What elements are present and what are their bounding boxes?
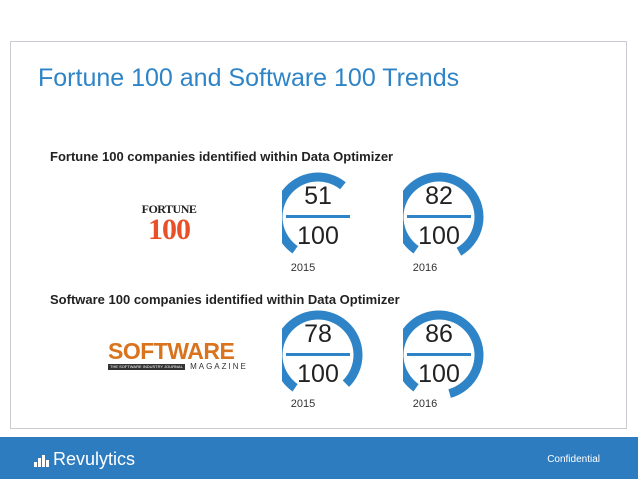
year-label: 2015 (290, 398, 316, 410)
gauge-arc (282, 172, 346, 254)
brand-name: Revulytics (53, 449, 136, 469)
software-logo-magazine: MAGAZINE (190, 362, 248, 371)
gauge-arc (403, 172, 484, 256)
software-logo-sub: THE SOFTWARE INDUSTRY JOURNAL MAGAZINE (108, 362, 246, 371)
gauge-divider (286, 353, 350, 356)
gauge-arc (403, 310, 484, 398)
gauge-ring (282, 310, 363, 392)
bar-chart-icon (34, 453, 50, 467)
gauge-divider (407, 353, 471, 356)
revulytics-logo: Revulytics (34, 449, 135, 470)
gauge-numerator: 78 (304, 320, 332, 348)
gauge-denominator: 100 (297, 222, 339, 250)
year-label: 2015 (290, 262, 316, 274)
software-logo-tag: THE SOFTWARE INDUSTRY JOURNAL (108, 363, 185, 370)
gauge-software-2015: 78 100 (282, 310, 372, 400)
gauge-numerator: 82 (425, 182, 453, 210)
gauge-fortune-2015: 51 100 (282, 172, 372, 262)
gauge-denominator: 100 (418, 222, 460, 250)
fortune-logo-number: 100 (148, 213, 191, 246)
gauge-ring (282, 172, 346, 254)
gauge-divider (407, 215, 471, 218)
year-label: 2016 (412, 262, 438, 274)
gauge-ring (403, 310, 484, 398)
gauge-ring (403, 172, 484, 256)
footer-bar: Revulytics Confidential (0, 437, 638, 479)
gauge-fortune-2016: 82 100 (403, 172, 493, 262)
gauge-divider (286, 215, 350, 218)
software-magazine-logo: SOFTWARE THE SOFTWARE INDUSTRY JOURNAL M… (108, 338, 246, 371)
fortune-logo-word: FORTUNE (141, 202, 197, 216)
gauge-denominator: 100 (418, 360, 460, 388)
gauge-numerator: 86 (425, 320, 453, 348)
fortune-section-heading: Fortune 100 companies identified within … (50, 149, 394, 164)
slide-title: Fortune 100 and Software 100 Trends (38, 64, 460, 92)
gauge-arc (282, 310, 363, 392)
gauge-software-2016: 86 100 (403, 310, 493, 400)
gauge-numerator: 51 (304, 182, 332, 210)
year-label: 2016 (412, 398, 438, 410)
software-logo-word: SOFTWARE (108, 338, 235, 364)
software-section-heading: Software 100 companies identified within… (50, 292, 400, 307)
gauge-denominator: 100 (297, 360, 339, 388)
confidential-label: Confidential (547, 454, 600, 465)
fortune-100-logo: FORTUNE 100 (138, 203, 200, 247)
